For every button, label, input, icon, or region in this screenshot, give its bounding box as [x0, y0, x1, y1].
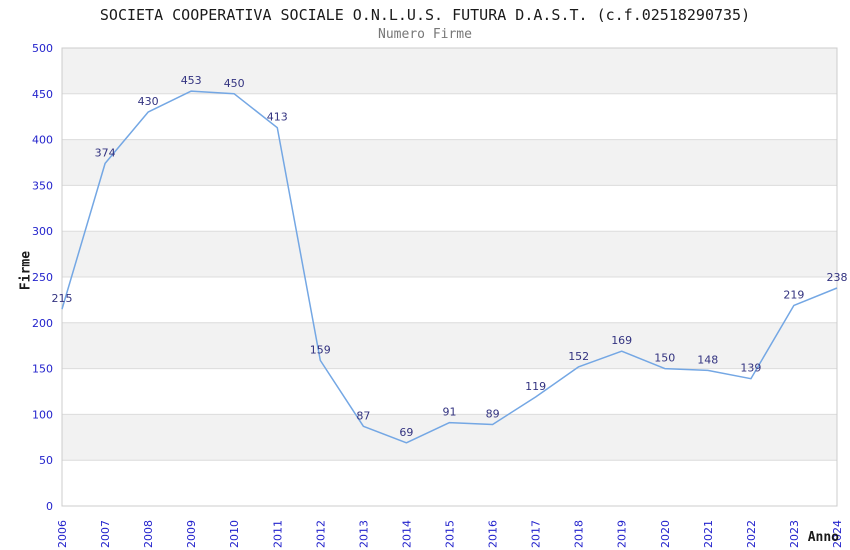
y-tick-label: 400: [32, 134, 53, 147]
data-label: 413: [267, 111, 288, 124]
y-tick-label: 150: [32, 363, 53, 376]
x-tick-label: 2022: [745, 520, 758, 548]
data-label: 238: [827, 271, 848, 284]
x-tick-label: 2017: [530, 520, 543, 548]
x-tick-label: 2013: [357, 520, 370, 548]
y-tick-label: 200: [32, 317, 53, 330]
x-tick-label: 2012: [314, 520, 327, 548]
y-tick-label: 100: [32, 408, 53, 421]
data-label: 119: [525, 380, 546, 393]
x-tick-label: 2020: [659, 520, 672, 548]
x-tick-label: 2010: [228, 520, 241, 548]
chart-title: SOCIETA COOPERATIVA SOCIALE O.N.L.U.S. F…: [99, 6, 751, 24]
data-label: 91: [443, 406, 457, 419]
x-tick-label: 2019: [616, 520, 629, 548]
data-label: 148: [697, 353, 718, 366]
y-tick-label: 250: [32, 271, 53, 284]
x-axis-title: Anno: [807, 530, 839, 545]
x-tick-label: 2016: [487, 520, 500, 548]
data-label: 219: [783, 288, 804, 301]
x-tick-label: 2008: [142, 520, 155, 548]
x-tick-label: 2021: [702, 520, 715, 548]
y-tick-label: 350: [32, 179, 53, 192]
x-tick-label: 2014: [400, 520, 413, 548]
x-tick-label: 2024: [831, 520, 844, 548]
data-label: 453: [181, 74, 202, 87]
data-label: 87: [356, 409, 370, 422]
y-axis-title: Firme: [18, 250, 34, 291]
x-tick-label: 2011: [271, 520, 284, 548]
x-tick-label: 2023: [788, 520, 801, 548]
y-tick-label: 450: [32, 88, 53, 101]
x-tick-label: 2009: [185, 520, 198, 548]
data-label: 374: [95, 146, 116, 159]
data-label: 450: [224, 77, 245, 90]
x-tick-label: 2018: [573, 520, 586, 548]
series-line: [61, 90, 838, 444]
data-label: 69: [399, 426, 413, 439]
plot-border: [61, 47, 838, 507]
y-tick-label: 500: [32, 42, 53, 55]
data-label: 215: [52, 292, 73, 305]
data-label: 430: [138, 95, 159, 108]
data-label: 152: [568, 350, 589, 363]
data-label: 150: [654, 352, 675, 365]
chart-subtitle: Numero Firme: [378, 27, 472, 42]
y-tick-label: 0: [46, 500, 53, 513]
y-tick-label: 300: [32, 225, 53, 238]
plot-band: [62, 414, 837, 461]
x-tick-label: 2007: [99, 520, 112, 548]
x-tick-label: 2006: [56, 520, 69, 548]
plot-band: [62, 139, 837, 186]
data-label: 139: [740, 362, 761, 375]
plot-band: [62, 48, 837, 94]
plot-band: [62, 231, 837, 277]
x-tick-label: 2015: [444, 520, 457, 548]
y-tick-label: 50: [39, 454, 53, 467]
plot-band: [62, 322, 837, 369]
data-label: 169: [611, 334, 632, 347]
data-label: 89: [486, 408, 500, 421]
data-label: 159: [310, 343, 331, 356]
